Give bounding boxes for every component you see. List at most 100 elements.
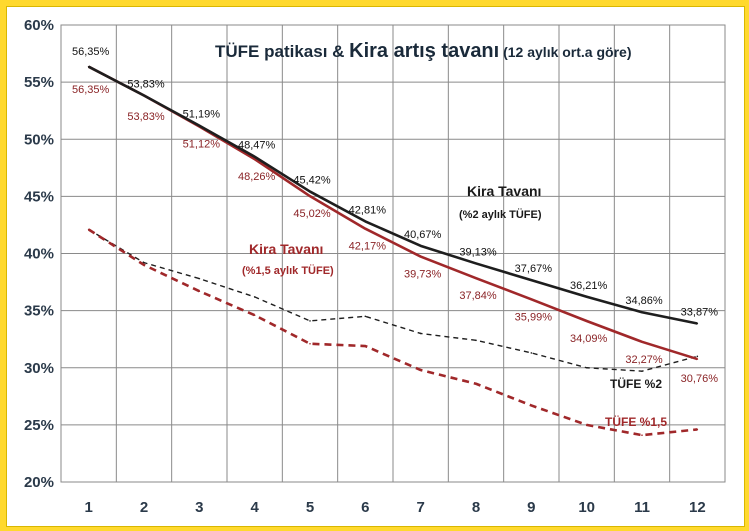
series-line-kira2 — [88, 65, 698, 325]
data-point-tufe2 — [530, 352, 533, 354]
data-point-kira2 — [143, 94, 145, 97]
data-point-kira2 — [309, 190, 311, 193]
x-tick-label: 3 — [195, 499, 203, 516]
x-tick-label: 11 — [634, 499, 650, 516]
x-tick-label: 1 — [84, 499, 92, 516]
gridlines — [61, 25, 725, 482]
data-label-kira15: 32,27% — [625, 354, 663, 366]
x-tick-label: 5 — [306, 499, 314, 516]
y-tick-label: 55% — [24, 74, 54, 91]
data-point-tufe15 — [143, 264, 145, 266]
data-label-kira15: 45,02% — [293, 208, 331, 220]
x-tick-label: 10 — [578, 499, 595, 516]
data-point-tufe15 — [475, 382, 477, 385]
data-point-tufe15 — [530, 404, 533, 407]
data-point-tufe15 — [585, 424, 588, 426]
y-axis-ticks: 20% 25% 30% 35% 40% 45% 50% 55% 60% — [24, 17, 54, 491]
data-point-tufe15 — [364, 345, 367, 347]
data-point-tufe15 — [641, 434, 643, 436]
data-point-kira15 — [585, 320, 588, 322]
data-label-kira15: 35,99% — [515, 311, 553, 323]
data-point-kira15 — [419, 255, 422, 258]
data-point-kira2 — [475, 262, 477, 265]
data-point-tufe15 — [198, 290, 201, 293]
data-point-kira2 — [585, 296, 588, 298]
data-label-kira15: 42,17% — [349, 241, 387, 253]
y-tick-label: 25% — [24, 417, 54, 434]
data-label-kira15: 48,26% — [238, 171, 276, 183]
data-label-kira15: 34,09% — [570, 333, 608, 345]
data-label-kira2: 37,67% — [515, 263, 553, 275]
data-point-tufe2 — [696, 355, 699, 358]
data-label-kira15: 51,12% — [183, 138, 221, 150]
data-point-tufe2 — [253, 296, 256, 298]
x-tick-label: 12 — [689, 499, 706, 516]
data-point-tufe2 — [419, 332, 422, 335]
data-point-kira2 — [696, 322, 699, 325]
data-point-tufe2 — [585, 366, 588, 369]
data-point-tufe2 — [198, 277, 201, 280]
data-point-kira2 — [641, 311, 643, 314]
chart-frame: 20% 25% 30% 35% 40% 45% 50% 55% 60% 1 2 3 4 5 6 7 8 9 10 1… — [6, 6, 745, 527]
annotation-kira15-subtitle: (%1,5 aylık TÜFE) — [242, 264, 334, 277]
line-chart: 20%25%30%35%40%45%50%55%60% 1 2 3 4 5 6 7 8 9 10 1… — [24, 17, 726, 516]
x-tick-label: 7 — [416, 499, 424, 516]
y-tick-label: 30% — [24, 360, 54, 377]
x-tick-label: 9 — [527, 499, 535, 516]
data-label-kira2: 39,13% — [459, 246, 497, 258]
data-labels: 56,35% 53,83% 51,19% 48,47% 45,42% 42,81% 40,6… — [72, 46, 718, 385]
data-label-kira2: 33,87% — [681, 307, 719, 319]
data-point-kira15 — [253, 158, 256, 160]
data-point-tufe2 — [143, 261, 145, 264]
data-label-kira2: 40,67% — [404, 229, 442, 241]
data-point-kira2 — [87, 65, 90, 68]
data-point-kira15 — [364, 227, 367, 230]
data-point-kira15 — [641, 341, 643, 343]
x-axis-ticks: 1 2 3 4 5 6 7 8 9 10 11 12 — [84, 499, 705, 516]
x-tick-label: 6 — [361, 499, 369, 516]
data-point-kira15 — [309, 195, 311, 197]
y-tick-label: 35% — [24, 303, 54, 320]
data-point-tufe2 — [364, 315, 367, 318]
series-layer — [87, 65, 699, 437]
chart-title-part3: (12 aylık ort.a göre) — [499, 44, 631, 60]
data-point-kira2 — [364, 220, 367, 223]
data-point-kira15 — [530, 298, 533, 301]
data-point-tufe15 — [419, 369, 422, 371]
data-point-tufe2 — [641, 370, 643, 372]
series-line-tufe2 — [88, 228, 698, 372]
data-label-kira2: 36,21% — [570, 280, 608, 292]
data-label-kira15: 39,73% — [404, 269, 442, 281]
chart-title-part2: Kira artış tavanı — [349, 40, 499, 62]
data-point-kira2 — [253, 155, 256, 158]
data-label-kira15: 37,84% — [459, 290, 497, 302]
data-point-tufe2 — [309, 320, 311, 322]
data-label-kira15: 30,76% — [681, 373, 719, 385]
y-tick-label: 50% — [24, 131, 54, 148]
x-tick-label: 4 — [250, 499, 259, 516]
data-label-kira2: 48,47% — [238, 140, 276, 152]
data-point-tufe2 — [475, 339, 477, 342]
data-point-kira2 — [419, 245, 422, 247]
data-point-kira2 — [530, 279, 533, 281]
annotation-tufe2: TÜFE %2 — [610, 376, 662, 391]
data-point-tufe15 — [87, 228, 90, 231]
annotation-tufe15: TÜFE %1,5 — [605, 414, 667, 429]
annotation-kira15-title: Kira Tavanı — [249, 241, 323, 257]
data-point-tufe15 — [696, 428, 699, 431]
data-label-kira2: 56,35% — [72, 46, 110, 58]
data-label-kira2: 51,19% — [183, 109, 221, 121]
y-tick-label: 40% — [24, 246, 54, 263]
data-label-kira2: 42,81% — [349, 204, 387, 216]
x-tick-label: 8 — [472, 499, 480, 516]
y-tick-label: 45% — [24, 188, 54, 205]
y-tick-label: 60% — [24, 17, 54, 34]
data-point-kira2 — [198, 124, 201, 127]
chart-title-part1: TÜFE patikası & — [215, 42, 349, 61]
data-point-kira15 — [475, 277, 477, 279]
x-tick-label: 2 — [140, 499, 148, 516]
data-point-tufe15 — [253, 314, 256, 316]
data-label-kira15: 53,83% — [127, 111, 165, 123]
data-label-kira2: 45,42% — [293, 175, 331, 187]
data-label-kira15: 56,35% — [72, 84, 110, 96]
